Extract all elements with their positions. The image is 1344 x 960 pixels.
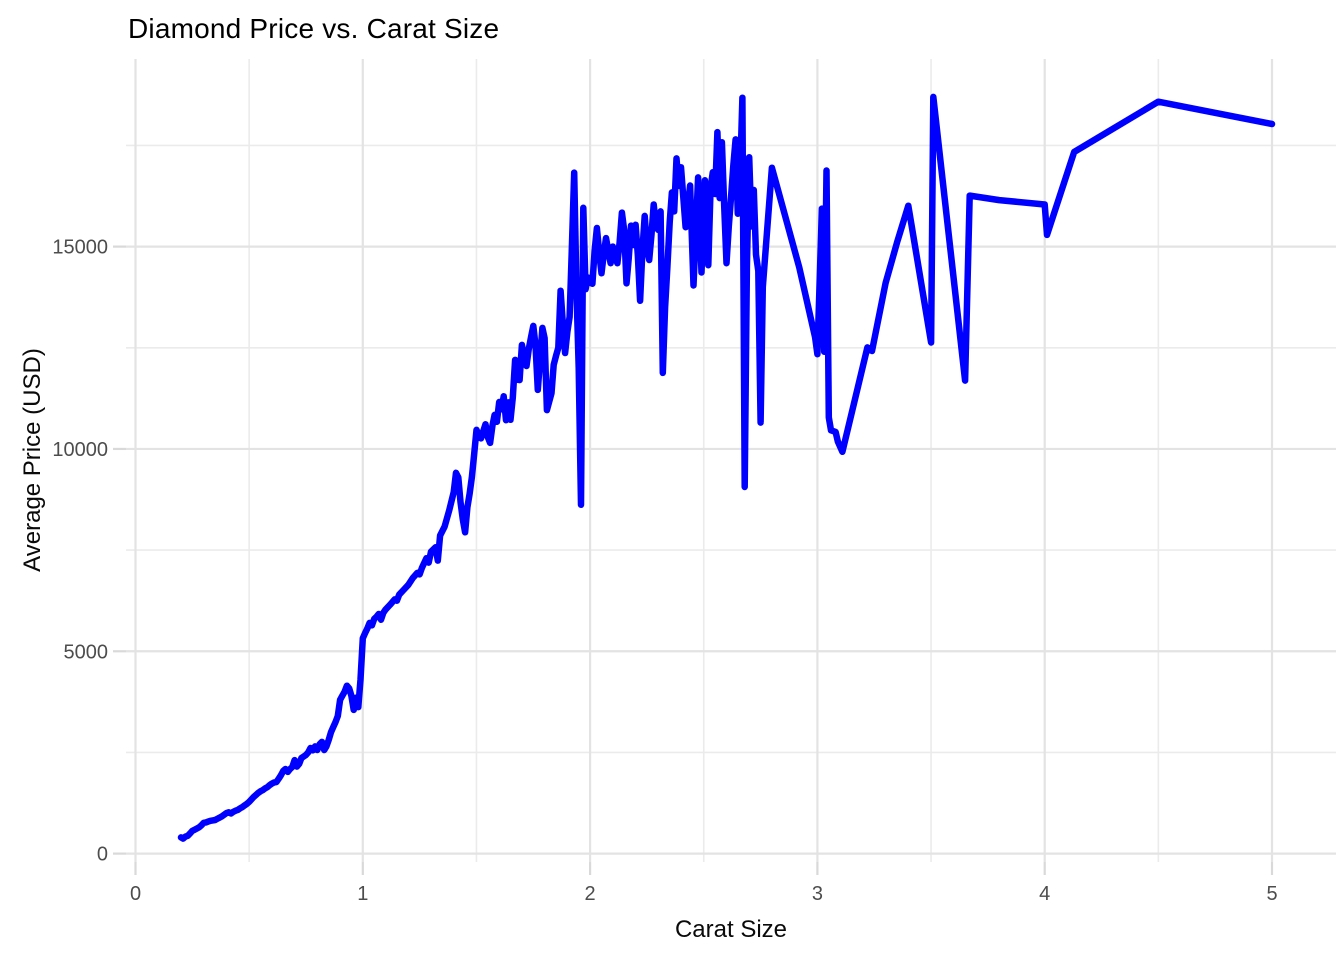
grid-minor bbox=[126, 59, 1336, 862]
y-tick-label: 10000 bbox=[52, 439, 108, 461]
x-tick-label: 3 bbox=[812, 883, 823, 905]
x-tick-label: 0 bbox=[130, 883, 141, 905]
x-tick-label: 4 bbox=[1039, 883, 1050, 905]
chart-title: Diamond Price vs. Carat Size bbox=[128, 13, 500, 44]
x-tick-label: 1 bbox=[357, 883, 368, 905]
y-tick-label: 0 bbox=[97, 844, 108, 866]
x-tick-label: 5 bbox=[1266, 883, 1277, 905]
y-tick-label: 5000 bbox=[64, 641, 109, 663]
grid-major bbox=[126, 59, 1336, 862]
price-line bbox=[177, 93, 1276, 842]
x-axis-title: Carat Size bbox=[674, 916, 788, 943]
y-tick-label: 15000 bbox=[52, 237, 108, 259]
axis-ticks bbox=[113, 245, 1274, 875]
tick-labels: 0 1 2 3 4 5 0 5000 10000 15000 bbox=[52, 237, 1277, 905]
x-tick-label: 2 bbox=[585, 883, 596, 905]
